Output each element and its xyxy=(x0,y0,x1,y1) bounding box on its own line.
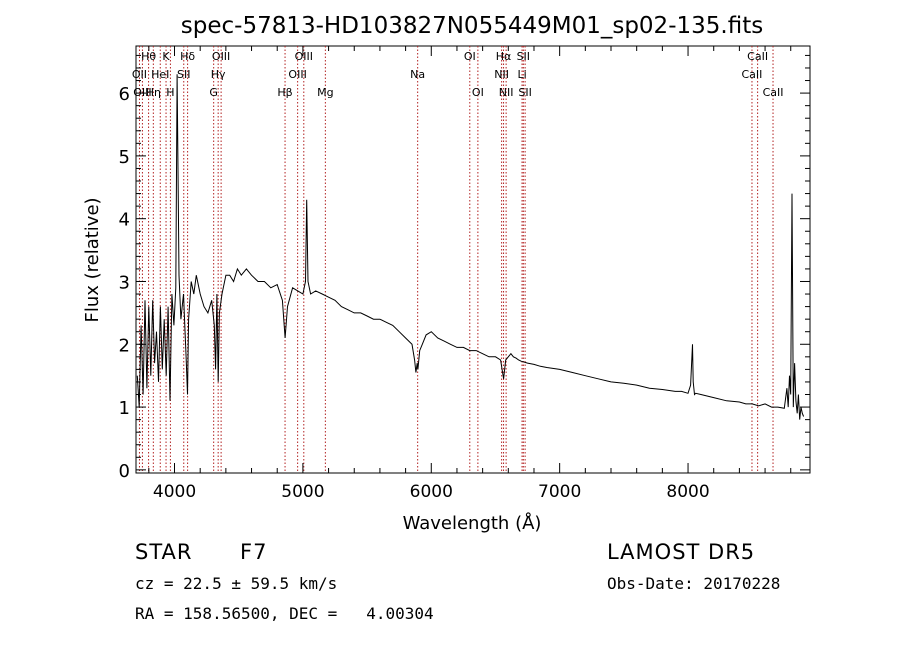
line-marker-label: Hγ xyxy=(211,68,226,81)
line-marker-label: OIII xyxy=(288,68,306,81)
line-marker-label: Na xyxy=(410,68,425,81)
line-marker-label: NII xyxy=(494,68,509,81)
line-marker-label: SII xyxy=(517,50,530,63)
line-marker-label: Hδ xyxy=(180,50,195,63)
y-tick-label: 2 xyxy=(119,335,130,356)
x-tick-label: 4000 xyxy=(153,482,196,502)
line-marker-label: OIII xyxy=(133,86,151,99)
line-marker-label: CaII xyxy=(742,68,763,81)
redshift-info: cz = 22.5 ± 59.5 km/s xyxy=(135,574,338,593)
y-tick-label: 5 xyxy=(119,147,130,168)
line-marker-label: Hα xyxy=(496,50,512,63)
object-class: STAR xyxy=(135,540,193,564)
line-marker-label: Hη xyxy=(146,86,161,99)
line-marker-label: Li xyxy=(517,68,526,81)
line-marker-label: OII xyxy=(132,68,147,81)
x-tick-label: 8000 xyxy=(666,482,709,502)
object-subclass: F7 xyxy=(240,540,268,564)
line-markers xyxy=(138,46,774,473)
y-tick-label: 0 xyxy=(119,461,130,482)
line-marker-label: OIII xyxy=(295,50,313,63)
chart-title: spec-57813-HD103827N055449M01_sp02-135.f… xyxy=(181,13,763,39)
plot-frame xyxy=(135,45,811,474)
line-marker-label: Hβ xyxy=(277,86,292,99)
y-tick-label: 3 xyxy=(119,272,130,293)
coordinates: RA = 158.56500, DEC = 4.00304 xyxy=(135,604,434,623)
line-marker-label: OI xyxy=(464,50,476,63)
line-marker-label: H xyxy=(166,86,174,99)
line-marker-label: CaII xyxy=(747,50,768,63)
line-marker-label: NII xyxy=(499,86,514,99)
line-marker-label: OI xyxy=(472,86,484,99)
survey-name: LAMOST DR5 xyxy=(607,540,756,564)
line-marker-label: SII xyxy=(518,86,531,99)
line-marker-label: HeI xyxy=(151,68,169,81)
line-marker-label: Hθ xyxy=(141,50,156,63)
x-axis-ticks: 4000 5000 6000 7000 8000 xyxy=(148,46,792,502)
obs-date: Obs-Date: 20170228 xyxy=(607,574,781,593)
x-axis-label: Wavelength (Å) xyxy=(403,512,542,534)
y-axis-label: Flux (relative) xyxy=(82,197,103,322)
y-tick-label: 1 xyxy=(119,398,130,419)
y-axis-ticks: 0 1 2 3 4 5 6 xyxy=(119,54,810,482)
line-marker-label: G xyxy=(209,86,218,99)
line-marker-label: CaII xyxy=(763,86,784,99)
line-marker-label: Mg xyxy=(317,86,333,99)
line-marker-label: OIII xyxy=(212,50,230,63)
line-marker-label: SII xyxy=(177,68,190,81)
y-tick-label: 6 xyxy=(119,84,130,105)
x-tick-label: 6000 xyxy=(410,482,453,502)
line-marker-label: K xyxy=(162,50,170,63)
x-tick-label: 5000 xyxy=(281,482,324,502)
spectrum-line xyxy=(136,74,805,420)
x-tick-label: 7000 xyxy=(538,482,581,502)
y-tick-label: 4 xyxy=(119,210,130,231)
